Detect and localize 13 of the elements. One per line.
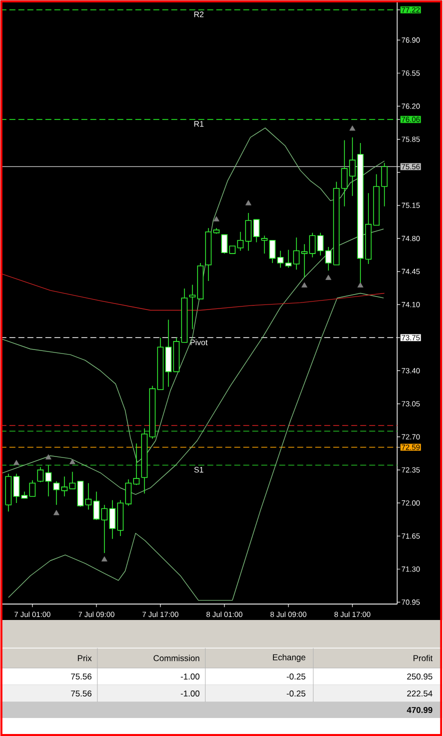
text: Echange [273, 654, 306, 662]
text: 470.99 [407, 707, 433, 714]
text: 222.54 [407, 690, 433, 697]
text: 250.95 [407, 674, 433, 680]
text: 75.56 [71, 690, 92, 697]
text: Profit [414, 654, 433, 662]
text: -0.25 [287, 674, 306, 680]
text: 75.56 [71, 674, 92, 680]
text: Prix [78, 654, 92, 662]
text: -1.00 [181, 674, 200, 680]
text: -0.25 [287, 690, 306, 697]
text: Commission [154, 654, 200, 662]
text: -1.00 [181, 690, 200, 697]
